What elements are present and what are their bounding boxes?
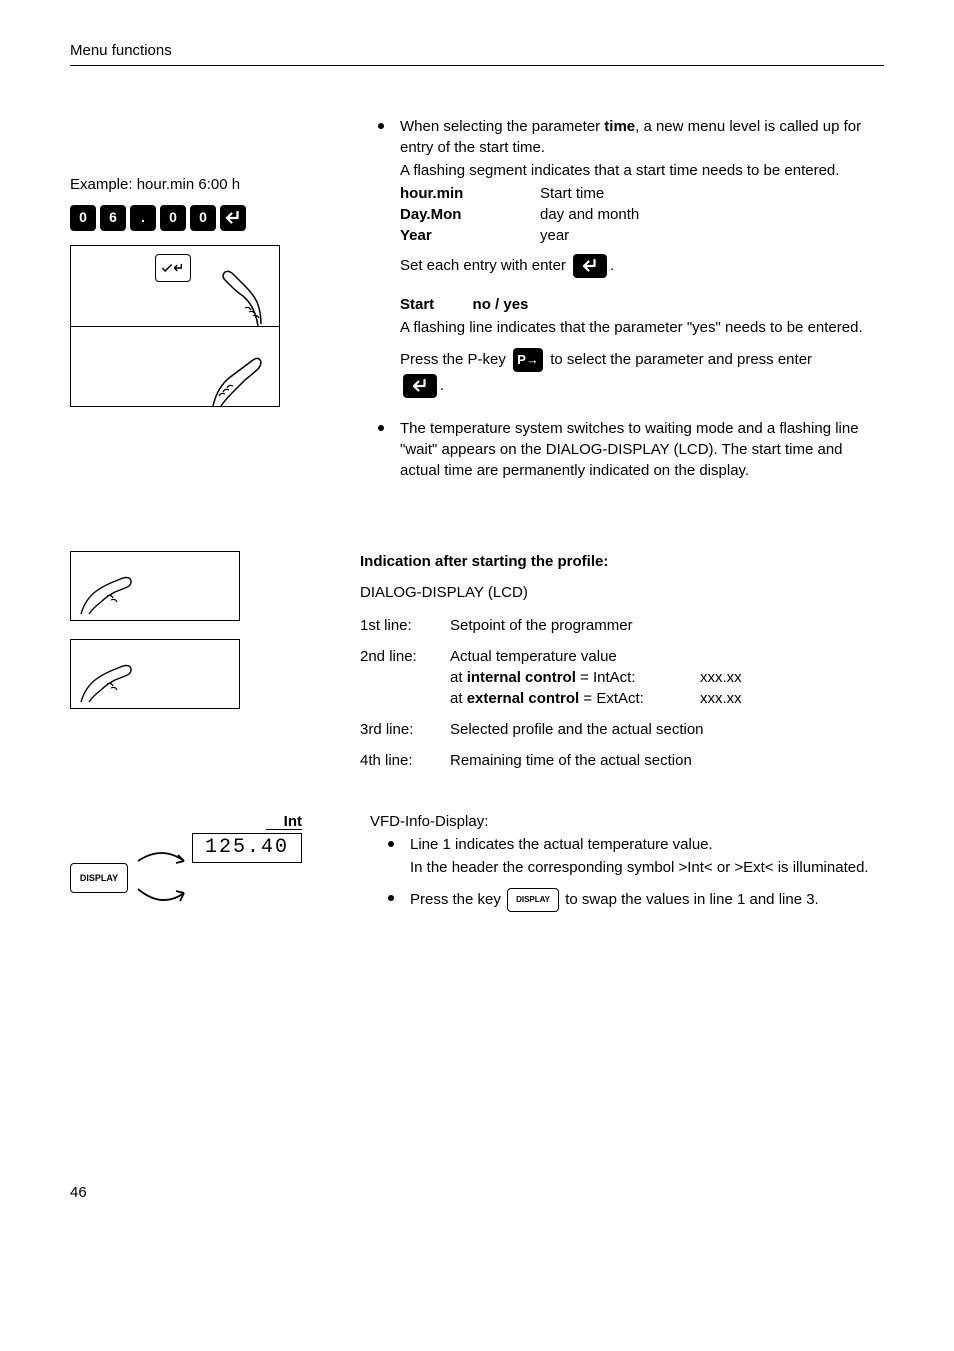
enter-key-inline (573, 254, 607, 278)
line-4: 4th line: Remaining time of the actual s… (360, 750, 884, 771)
bullet-dot (388, 841, 394, 847)
vfd-bullet-2: Press the key DISPLAY to swap the values… (370, 888, 884, 914)
key-enter (220, 205, 246, 231)
keypad-example: 0 6 . 0 0 (70, 205, 330, 231)
key-6: 6 (100, 205, 126, 231)
vfd-bullet-1: Line 1 indicates the actual temperature … (370, 834, 884, 880)
bullet-dot (378, 123, 384, 129)
vfd-int-underline (266, 829, 302, 830)
header-title: Menu functions (70, 42, 172, 59)
display-key-inline: DISPLAY (507, 888, 559, 912)
left-small-boxes (70, 551, 330, 781)
hand-pointing-right-icon (77, 558, 137, 616)
vfd-bullet1-line1: Line 1 indicates the actual temperature … (410, 834, 869, 855)
line2-sub1-val: xxx.xx (700, 667, 742, 688)
hand-drawing-box (70, 245, 280, 407)
bullet-waiting-mode: The temperature system switches to waiti… (360, 418, 884, 483)
enter-key-inline-2 (403, 374, 437, 398)
enter-icon (411, 377, 429, 395)
time-intro: When selecting the parameter time, a new… (400, 116, 884, 158)
line2-sub2-val: xxx.xx (700, 688, 742, 709)
indication-content: Indication after starting the profile: D… (360, 551, 884, 781)
kv-year: Year (400, 225, 540, 246)
page-number: 46 (70, 1182, 884, 1203)
enter-icon (224, 209, 242, 227)
drawing-top (71, 246, 279, 326)
indication-heading: Indication after starting the profile: (360, 551, 884, 572)
page-header: Menu functions (70, 40, 884, 66)
section-vfd: Int 125.40 DISPLAY VFD-Info-Display: Lin… (70, 811, 884, 922)
vfd-content: VFD-Info-Display: Line 1 indicates the a… (370, 811, 884, 922)
key-0c: 0 (190, 205, 216, 231)
hand-pointing-right-icon (77, 646, 137, 704)
kv-year-val: year (540, 225, 569, 246)
bullet-dot (388, 895, 394, 901)
enter-icon (581, 257, 599, 275)
key-dot: . (130, 205, 156, 231)
kv-hourmin-val: Start time (540, 183, 604, 204)
hand-pointing-downright-icon (203, 338, 273, 408)
left-illustration-col: Example: hour.min 6:00 h 0 6 . 0 0 (70, 116, 330, 491)
section-indication: Indication after starting the profile: D… (70, 551, 884, 781)
flashing-segment-text: A flashing segment indicates that a star… (400, 160, 884, 181)
press-pkey-line: Press the P-key P→ to select the paramet… (400, 348, 884, 372)
waiting-mode-text: The temperature system switches to waiti… (400, 418, 884, 481)
dialog-display-label: DIALOG-DISPLAY (LCD) (360, 582, 884, 603)
kv-daymon: Day.Mon (400, 204, 540, 225)
drawing-bottom (71, 326, 279, 406)
vfd-title: VFD-Info-Display: (370, 811, 884, 832)
check-enter-frame (155, 254, 191, 282)
line2-sub1-key: at internal control = IntAct: (450, 667, 700, 688)
line2-text: Actual temperature value (450, 646, 742, 667)
line1-text: Setpoint of the programmer (450, 615, 633, 636)
line-2: 2nd line: Actual temperature value at in… (360, 646, 884, 709)
line-1: 1st line: Setpoint of the programmer (360, 615, 884, 636)
line3-label: 3rd line: (360, 719, 450, 740)
bullet-dot (378, 425, 384, 431)
hand-pointing-upleft-icon (203, 258, 273, 328)
kv-hourmin: hour.min (400, 183, 540, 204)
set-each-entry: Set each entry with enter . (400, 254, 884, 278)
line4-text: Remaining time of the actual section (450, 750, 692, 771)
key-0: 0 (70, 205, 96, 231)
display-key: DISPLAY (70, 863, 128, 893)
section-time-entry: Example: hour.min 6:00 h 0 6 . 0 0 (70, 116, 884, 491)
key-0b: 0 (160, 205, 186, 231)
line2-label: 2nd line: (360, 646, 450, 709)
example-label: Example: hour.min 6:00 h (70, 174, 330, 195)
line-3: 3rd line: Selected profile and the actua… (360, 719, 884, 740)
bullet-time-entry: When selecting the parameter time, a new… (360, 116, 884, 400)
right-content-col: When selecting the parameter time, a new… (360, 116, 884, 491)
start-heading: Start no / yes (400, 294, 884, 315)
line4-label: 4th line: (360, 750, 450, 771)
start-flashing-text: A flashing line indicates that the param… (400, 317, 884, 338)
vfd-bullet1-line2: In the header the corresponding symbol >… (410, 857, 869, 878)
swap-arrows-icon (132, 837, 202, 921)
press-enter-line: . (400, 374, 884, 398)
small-box-1 (70, 551, 240, 621)
small-box-2 (70, 639, 240, 709)
vfd-value: 125.40 (192, 833, 302, 863)
p-key-inline: P→ (513, 348, 543, 372)
line3-text: Selected profile and the actual section (450, 719, 704, 740)
vfd-bullet2-text: Press the key DISPLAY to swap the values… (410, 888, 819, 912)
enter-small-icon (172, 261, 186, 275)
vfd-illustration: Int 125.40 DISPLAY (70, 811, 330, 921)
line1-label: 1st line: (360, 615, 450, 636)
kv-daymon-val: day and month (540, 204, 639, 225)
line2-sub2-key: at external control = ExtAct: (450, 688, 700, 709)
